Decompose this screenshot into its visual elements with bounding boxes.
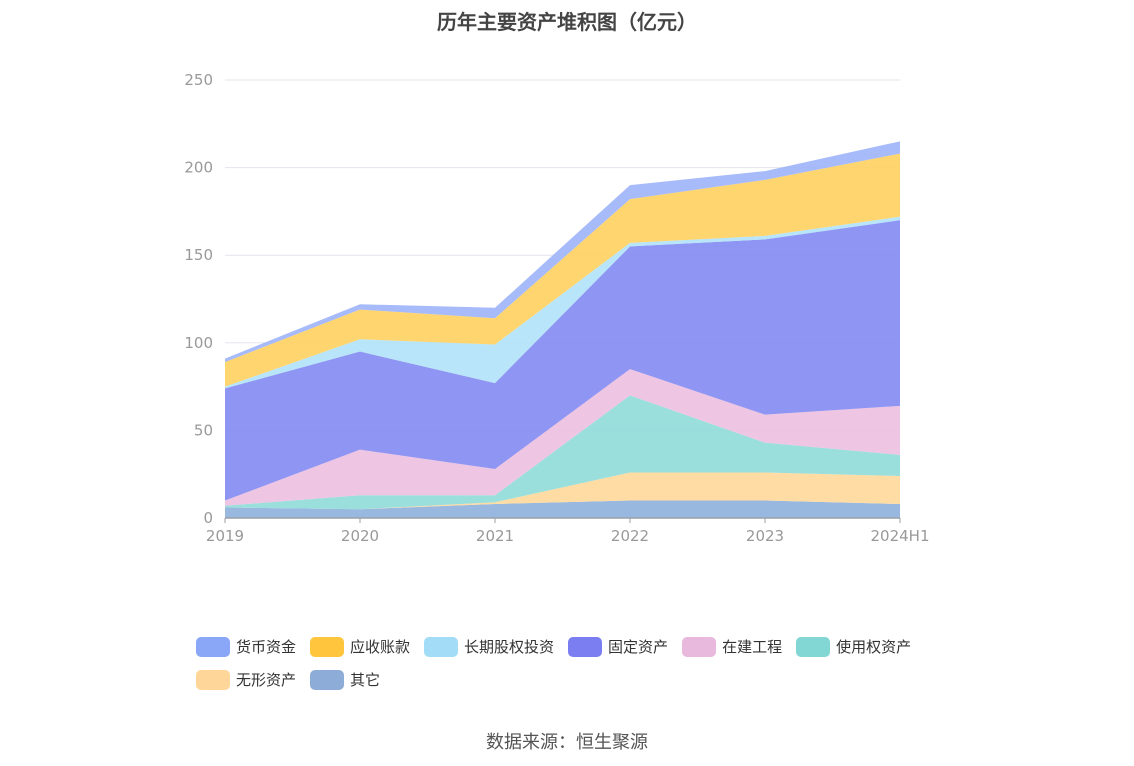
legend-label: 使用权资产 xyxy=(836,638,912,656)
legend-item[interactable]: 固定资产 xyxy=(568,636,668,657)
x-tick-label: 2022 xyxy=(611,527,649,545)
legend-swatch xyxy=(796,636,831,657)
area-series-其它 xyxy=(225,500,900,518)
x-tick-label: 2023 xyxy=(746,527,784,545)
x-tick-label: 2024H1 xyxy=(871,527,930,545)
legend-item[interactable]: 在建工程 xyxy=(682,636,782,657)
source-note: 数据来源：恒生聚源 xyxy=(486,732,648,753)
legend-row: 货币资金 应收账款 长期股权投资 固定资产 在建工程 使用权资产 xyxy=(196,630,956,663)
y-tick-label: 100 xyxy=(184,334,213,352)
area-series-使用权资产 xyxy=(225,395,900,510)
legend: 货币资金 应收账款 长期股权投资 固定资产 在建工程 使用权资产 无形资产 其它 xyxy=(196,630,956,696)
x-tick-label: 2019 xyxy=(206,527,244,545)
y-tick-label: 0 xyxy=(203,509,213,527)
area-series-无形资产 xyxy=(225,472,900,510)
legend-item[interactable]: 应收账款 xyxy=(310,636,410,657)
x-tick-label: 2020 xyxy=(341,527,379,545)
legend-swatch xyxy=(568,636,603,657)
legend-label: 在建工程 xyxy=(722,638,783,656)
chart-title: 历年主要资产堆积图（亿元） xyxy=(437,10,697,34)
legend-item[interactable]: 其它 xyxy=(310,669,380,690)
legend-item[interactable]: 无形资产 xyxy=(196,669,296,690)
legend-swatch xyxy=(682,636,717,657)
legend-swatch xyxy=(310,669,345,690)
legend-swatch xyxy=(424,636,459,657)
axes: 0 50 100 150 200 250 2019 2020 2021 2022 2023 2024H… xyxy=(184,71,929,545)
legend-swatch xyxy=(196,636,230,657)
legend-row: 无形资产 其它 xyxy=(196,663,956,696)
legend-label: 长期股权投资 xyxy=(464,638,555,656)
legend-item[interactable]: 货币资金 xyxy=(196,636,296,657)
legend-item[interactable]: 长期股权投资 xyxy=(424,636,554,657)
legend-item[interactable]: 使用权资产 xyxy=(796,636,911,657)
area-series xyxy=(225,141,900,518)
y-tick-label: 200 xyxy=(184,159,213,177)
legend-swatch xyxy=(196,669,230,690)
y-tick-label: 50 xyxy=(194,421,213,439)
legend-label: 固定资产 xyxy=(608,638,669,656)
legend-swatch xyxy=(310,636,345,657)
stacked-area-chart: 0 50 100 150 200 250 2019 2020 2021 2022 2023 2024H… xyxy=(184,71,929,545)
legend-label: 其它 xyxy=(350,671,381,689)
area-series-应收账款 xyxy=(225,153,900,387)
y-tick-label: 250 xyxy=(184,71,213,89)
legend-label: 应收账款 xyxy=(350,638,411,656)
area-series-货币资金 xyxy=(225,141,900,363)
y-tick-label: 150 xyxy=(184,246,213,264)
area-series-长期股权投资 xyxy=(225,216,900,389)
legend-label: 货币资金 xyxy=(236,638,297,656)
legend-label: 无形资产 xyxy=(236,671,297,689)
x-tick-label: 2021 xyxy=(476,527,514,545)
area-series-固定资产 xyxy=(225,220,900,501)
